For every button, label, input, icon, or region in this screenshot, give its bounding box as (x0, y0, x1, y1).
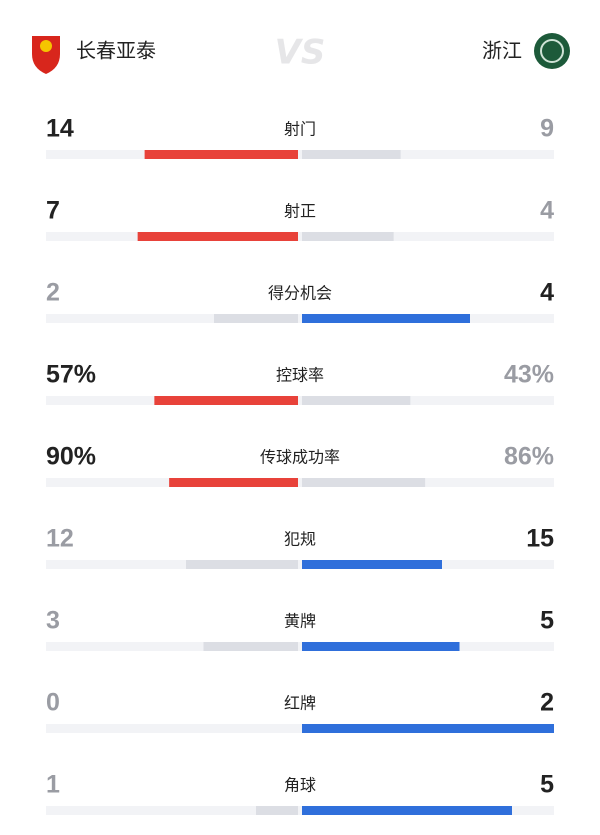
bar-track (46, 806, 554, 815)
away-value: 5 (540, 607, 554, 635)
bar-track (46, 642, 554, 651)
vs-mark: VS (275, 33, 326, 73)
home-value: 57% (46, 361, 96, 389)
away-value: 2 (540, 689, 554, 717)
home-logo (32, 36, 60, 74)
home-bar (154, 396, 298, 405)
home-value: 12 (46, 525, 74, 553)
home-value: 0 (46, 689, 60, 717)
stat-label: 角球 (284, 776, 316, 795)
stat-label: 得分机会 (268, 284, 332, 303)
bar-track (46, 150, 554, 159)
bar-track (46, 314, 554, 323)
away-logo (534, 33, 570, 69)
bar-track (46, 232, 554, 241)
bar-track (46, 396, 554, 405)
home-team: 长春亚泰 (76, 39, 156, 63)
stat-label: 黄牌 (284, 612, 316, 631)
stat-label: 传球成功率 (260, 448, 340, 467)
away-bar (302, 314, 470, 323)
stat-label: 控球率 (276, 366, 324, 385)
home-bar (203, 642, 298, 651)
stat-label: 射正 (284, 202, 316, 221)
home-bar (186, 560, 298, 569)
away-value: 4 (540, 279, 554, 307)
home-bar (214, 314, 298, 323)
away-bar (302, 642, 460, 651)
stat-label: 红牌 (284, 694, 316, 713)
bar-track (46, 478, 554, 487)
home-value: 90% (46, 443, 96, 471)
home-value: 1 (46, 771, 60, 799)
away-bar (302, 806, 512, 815)
stat-label: 射门 (284, 120, 316, 139)
away-team: 浙江 (482, 39, 522, 63)
home-value: 3 (46, 607, 60, 635)
home-bar (137, 232, 298, 241)
bar-track (46, 560, 554, 569)
home-bar (256, 806, 298, 815)
away-value: 4 (540, 197, 554, 225)
away-value: 86% (504, 443, 554, 471)
away-bar (302, 478, 426, 487)
away-value: 43% (504, 361, 554, 389)
home-value: 7 (46, 197, 60, 225)
away-bar (302, 396, 411, 405)
away-bar (302, 150, 401, 159)
away-value: 5 (540, 771, 554, 799)
bar-track (46, 724, 554, 733)
home-bar (144, 150, 298, 159)
home-value: 14 (46, 115, 74, 143)
away-bar (302, 724, 554, 733)
away-value: 15 (526, 525, 554, 553)
home-value: 2 (46, 279, 60, 307)
away-bar (302, 232, 394, 241)
home-bar (169, 478, 298, 487)
away-bar (302, 560, 442, 569)
away-value: 9 (540, 115, 554, 143)
stat-label: 犯规 (284, 530, 316, 549)
